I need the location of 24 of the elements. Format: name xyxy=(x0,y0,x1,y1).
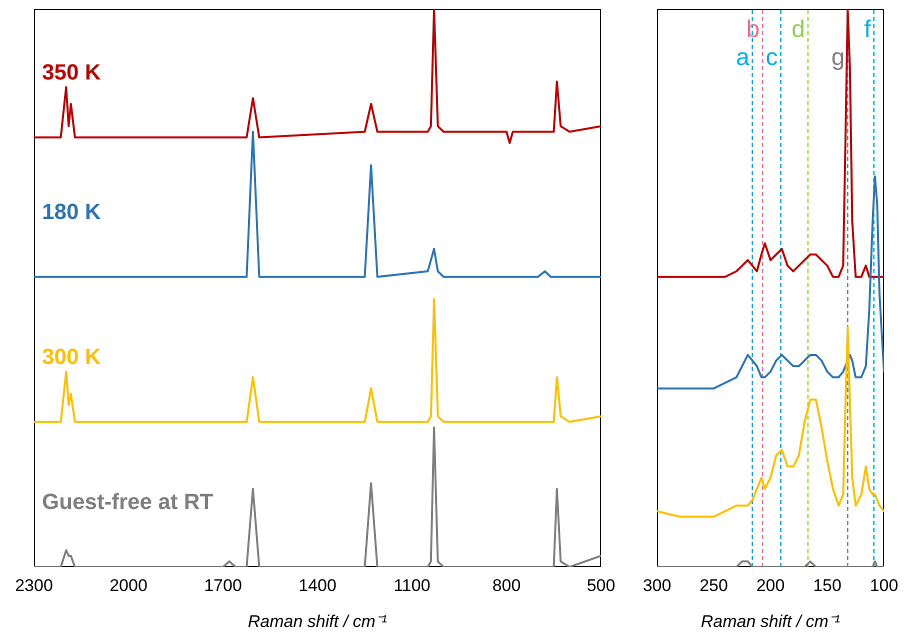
text: 180 K xyxy=(42,198,101,224)
series-label: 350 K xyxy=(42,59,101,84)
x-tick-label: 2000 xyxy=(110,576,148,596)
ref-line-label: d xyxy=(792,16,805,43)
x-axis-title: Raman shift / cm⁻¹ xyxy=(248,612,388,631)
x-tick-label: 2300 xyxy=(15,576,53,596)
x-tick-label: 100 xyxy=(870,576,898,596)
x-tick-label: 500 xyxy=(586,576,616,596)
x-axis-title: Raman shift / cm⁻¹ xyxy=(700,612,840,631)
x-tick-label: 150 xyxy=(813,576,842,596)
x-tick-label: 1100 xyxy=(394,576,430,596)
x-tick-label: 300 xyxy=(642,576,672,596)
ref-line-label: c xyxy=(766,44,778,71)
x-tick-label: 200 xyxy=(756,576,785,596)
x-tick-label: 250 xyxy=(700,576,728,596)
ref-line-label: f xyxy=(864,16,872,43)
x-tick-label: 1400 xyxy=(298,576,336,596)
x-tick-label: 800 xyxy=(492,576,521,596)
x-tick-label: 1700 xyxy=(204,576,242,596)
series-label: Guest-free at RT xyxy=(42,489,214,514)
ref-line-label: b xyxy=(746,16,760,43)
ref-line-label: a xyxy=(736,44,750,71)
ref-line-label: g xyxy=(831,44,845,71)
series-label: 300 K xyxy=(42,344,101,369)
